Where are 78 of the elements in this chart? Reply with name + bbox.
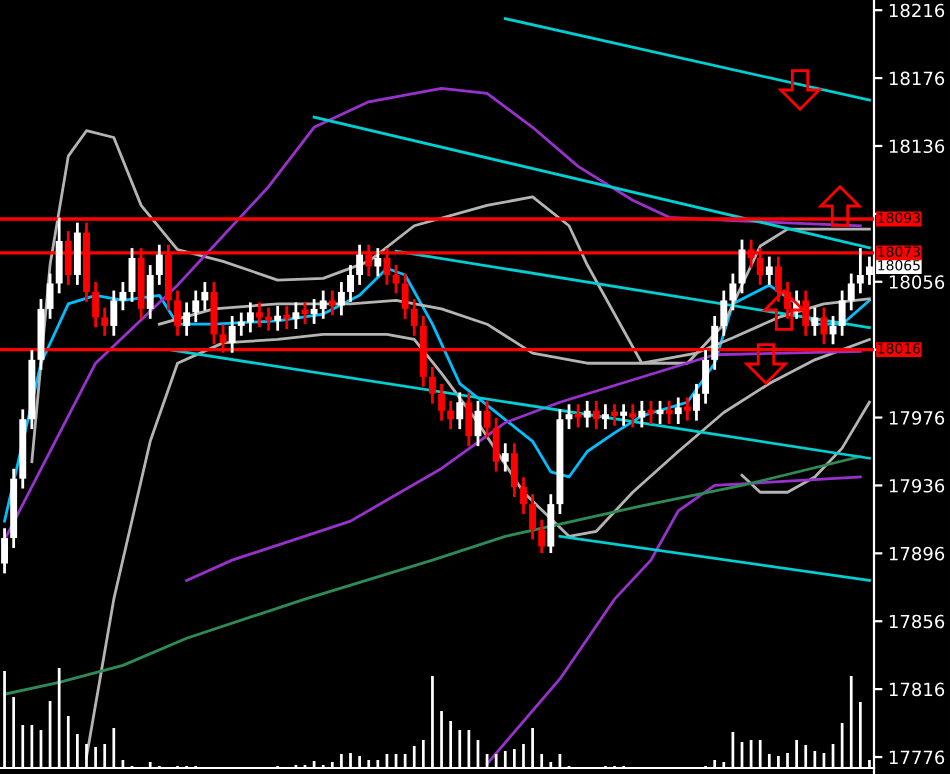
candlestick: [520, 477, 527, 514]
y-tick-label: 18136: [889, 139, 945, 154]
candlestick: [574, 404, 582, 428]
candlestick: [583, 400, 591, 428]
candlestick: [720, 290, 728, 336]
candlestick: [592, 400, 600, 430]
line-series: [740, 400, 871, 494]
candlestick: [19, 409, 27, 489]
candlestick: [811, 307, 819, 336]
y-tick-label: 18176: [889, 71, 945, 86]
candlestick: [401, 273, 409, 319]
candlestick: [683, 397, 691, 421]
candlestick: [674, 397, 682, 425]
candlestick: [611, 404, 618, 426]
candlestick: [492, 417, 500, 472]
candlestick: [547, 494, 555, 554]
candlestick: [28, 349, 36, 430]
y-tick-label: 17976: [889, 411, 945, 425]
candlestick: [601, 404, 609, 430]
candlestick: [456, 392, 464, 430]
candlestick: [665, 400, 673, 425]
candlestick: [146, 265, 154, 319]
y-tick-label: 17816: [889, 682, 945, 697]
candlestick: [183, 302, 191, 336]
candlestick: [92, 282, 100, 328]
candlestick: [711, 316, 719, 370]
candlestick: [629, 404, 637, 428]
candlestick: [447, 400, 455, 430]
y-tick-label: 18056: [889, 275, 945, 289]
line-series: [30, 129, 871, 464]
candlestick: [201, 282, 209, 311]
candlestick: [347, 265, 354, 302]
candlestick: [438, 383, 446, 421]
y-tick-label: 17896: [889, 546, 945, 561]
line-series: [3, 455, 862, 696]
candlestick: [529, 494, 537, 540]
candlestick: [374, 248, 382, 277]
candlestick: [356, 244, 364, 285]
y-tick-label: 17936: [889, 478, 945, 493]
candlestick: [110, 290, 118, 336]
y-tick-label: 17776: [889, 750, 945, 765]
candlestick: [693, 383, 700, 421]
candlestick: [702, 349, 710, 404]
candlestick: [246, 302, 254, 333]
y-tick-label: 17856: [889, 614, 945, 629]
candlestick: [510, 443, 518, 498]
candlestick: [328, 290, 336, 316]
candlestick: [501, 443, 509, 472]
candlestick: [847, 273, 855, 311]
candlestick: [274, 305, 282, 331]
candlestick: [337, 282, 345, 316]
candlestick: [838, 290, 846, 336]
candlestick: [638, 400, 646, 428]
candlestick: [538, 519, 546, 554]
candlestick: [410, 299, 418, 336]
candlestick: [101, 307, 109, 336]
candlestick: [174, 290, 181, 336]
candlestick: [256, 302, 263, 328]
candlestick: [465, 392, 473, 447]
candlestick: [228, 316, 236, 353]
candlestick: [55, 217, 63, 294]
candlestick: [856, 248, 864, 294]
candlestick: [319, 290, 327, 319]
line-series: [485, 475, 862, 766]
candlestick: [729, 273, 737, 311]
candlestick: [237, 312, 245, 336]
candlestick: [155, 244, 163, 285]
candlestick: [265, 307, 273, 331]
candlestick: [192, 290, 200, 323]
candlestick: [292, 302, 300, 329]
candlestick: [428, 366, 436, 404]
candlestick: [1, 528, 9, 574]
candlestick: [283, 305, 291, 329]
candlestick: [10, 468, 18, 548]
candlestick: [620, 404, 628, 426]
candlestick: [765, 256, 773, 285]
candlestick: [73, 222, 81, 285]
y-tick-label: 18216: [889, 3, 945, 18]
